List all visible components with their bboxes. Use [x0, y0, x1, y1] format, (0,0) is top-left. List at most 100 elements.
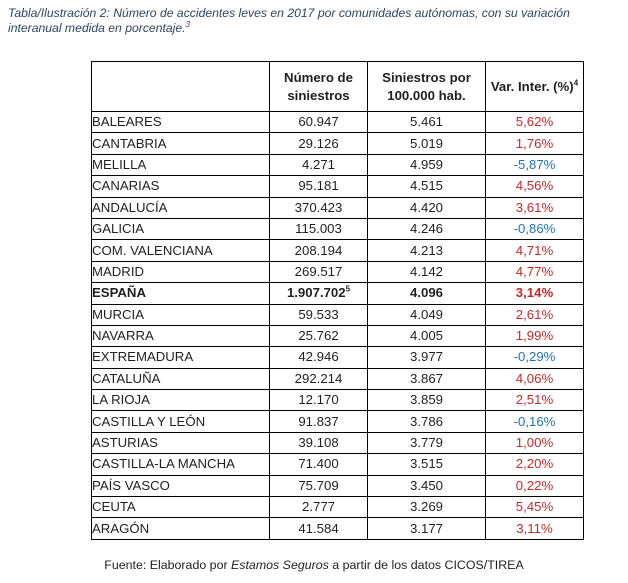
cell-var-text: -0,16%: [513, 413, 556, 429]
cell-region-text: NAVARRA: [92, 328, 154, 344]
cell-count-text: 1.907.702: [286, 285, 346, 301]
cell-rate-text: 5.019: [409, 135, 443, 151]
cell-var-text: 1,00%: [515, 435, 554, 451]
accidents-table: Número de siniestros Siniestros por 100.…: [91, 61, 584, 540]
cell-var: 1,00%: [485, 431, 584, 455]
table-row: CASTILLA Y LEÓN 91.837 3.786 -0,16%: [91, 410, 584, 433]
cell-rate: 4.420: [367, 196, 486, 219]
table-row: CEUTA 2.777 3.269 5,45%: [91, 496, 584, 519]
cell-region: CANTABRIA: [91, 132, 270, 155]
cell-rate: 4.213: [367, 239, 486, 262]
cell-region: CANARIAS: [91, 175, 270, 198]
cell-var-text: 3,14%: [515, 285, 554, 301]
cell-region-text: LA RIOJA: [92, 392, 150, 408]
cell-rate-text: 5.461: [409, 114, 443, 130]
cell-region: GALICIA: [91, 217, 270, 241]
cell-count: 75.709: [269, 474, 368, 498]
cell-region: ESPAÑA: [91, 282, 270, 305]
table-row: ESPAÑA 1.907.7025 4.096 3,14%: [91, 282, 584, 305]
table-row: MADRID 269.517 4.142 4,77%: [91, 260, 584, 284]
cell-count: 25.762: [269, 324, 368, 348]
cell-region-text: ESPAÑA: [92, 285, 146, 301]
table-row: CANTABRIA 29.126 5.019 1,76%: [91, 132, 584, 155]
cell-count: 71.400: [269, 453, 368, 476]
cell-count-text: 4.271: [301, 156, 335, 172]
cell-var-text: 3,61%: [515, 199, 554, 215]
cell-region-text: CASTILLA-LA MANCHA: [92, 456, 235, 472]
cell-region-text: COM. VALENCIANA: [92, 242, 213, 258]
cell-count-text: 71.400: [298, 456, 339, 472]
cell-region-text: BALEARES: [92, 114, 162, 130]
table-body: BALEARES 60.947 5.461 5,62% CANTABRIA 29.126 5…: [91, 110, 584, 540]
cell-rate: 3.786: [367, 410, 486, 433]
cell-var: -0,16%: [485, 410, 584, 433]
cell-count-text: 59.533: [298, 306, 339, 322]
cell-count: 95.181: [269, 175, 368, 198]
cell-count: 41.584: [269, 517, 368, 540]
header-var-footnote-ref: 4: [573, 78, 579, 88]
cell-rate-text: 4.096: [409, 285, 443, 301]
cell-rate-text: 3.867: [409, 370, 443, 386]
count-footnote-ref: 5: [345, 284, 351, 294]
cell-count-text: 25.762: [298, 328, 339, 344]
cell-count: 91.837: [269, 410, 368, 433]
cell-count: 208.194: [269, 239, 368, 262]
cell-var-text: 5,45%: [515, 499, 554, 515]
cell-region-text: EXTREMADURA: [92, 349, 194, 365]
table-row: MELILLA 4.271 4.959 -5,87%: [91, 153, 584, 177]
cell-var: 0,22%: [485, 474, 584, 498]
cell-rate: 3.515: [367, 453, 486, 476]
cell-region: COM. VALENCIANA: [91, 239, 270, 262]
cell-var: -0,86%: [485, 217, 584, 241]
cell-var-text: 2,51%: [515, 392, 554, 408]
cell-var: 3,61%: [485, 196, 584, 219]
cell-rate-text: 3.177: [409, 520, 443, 536]
cell-rate-text: 4.246: [409, 221, 443, 237]
cell-region-text: MURCIA: [92, 306, 145, 322]
cell-rate: 4.959: [367, 153, 486, 177]
cell-count: 12.170: [269, 389, 368, 412]
cell-region: EXTREMADURA: [91, 346, 270, 369]
cell-count: 4.271: [269, 153, 368, 177]
cell-rate-text: 4.959: [409, 156, 443, 172]
table-row: CATALUÑA 292.214 3.867 4,06%: [91, 367, 584, 391]
header-rate: Siniestros por 100.000 hab.: [367, 61, 486, 112]
cell-rate-text: 3.269: [409, 499, 443, 515]
cell-region: NAVARRA: [91, 324, 270, 348]
cell-var: 3,11%: [485, 517, 584, 540]
cell-rate-text: 4.515: [409, 178, 443, 194]
cell-rate: 4.142: [367, 260, 486, 284]
cell-var-text: 3,11%: [516, 520, 553, 536]
cell-rate: 5.019: [367, 132, 486, 155]
cell-rate-text: 3.786: [409, 413, 443, 429]
cell-region-text: ANDALUCÍA: [92, 199, 168, 215]
table-row: GALICIA 115.003 4.246 -0,86%: [91, 217, 584, 241]
cell-count: 1.907.7025: [269, 282, 368, 305]
cell-var-text: 0,22%: [515, 477, 554, 493]
cell-rate-text: 4.049: [409, 306, 443, 322]
cell-rate: 3.977: [367, 346, 486, 369]
cell-count: 292.214: [269, 367, 368, 391]
cell-rate-text: 4.420: [409, 199, 443, 215]
caption-text: Tabla/Ilustración 2: Número de accidente…: [8, 6, 570, 35]
cell-var-text: 1,99%: [515, 328, 554, 344]
cell-region-text: CANARIAS: [92, 178, 160, 194]
cell-var: -5,87%: [485, 153, 584, 177]
source-brand: Estamos Seguros: [231, 558, 329, 572]
source-suffix: a partir de los datos CICOS/TIREA: [328, 558, 524, 572]
cell-rate-text: 3.515: [409, 456, 443, 472]
table-row: LA RIOJA 12.170 3.859 2,51%: [91, 389, 584, 412]
source-prefix: Fuente: Elaborado por: [104, 558, 232, 572]
cell-var-text: 2,61%: [515, 306, 554, 322]
cell-var: 4,56%: [485, 175, 584, 198]
cell-count: 39.108: [269, 431, 368, 455]
cell-region-text: MADRID: [92, 263, 145, 279]
cell-rate: 3.779: [367, 431, 486, 455]
cell-region-text: ARAGÓN: [92, 520, 150, 536]
cell-rate: 4.049: [367, 303, 486, 326]
cell-rate: 3.269: [367, 496, 486, 519]
table-row: EXTREMADURA 42.946 3.977 -0,29%: [91, 346, 584, 369]
table-row: PAÍS VASCO 75.709 3.450 0,22%: [91, 474, 584, 498]
cell-region: ARAGÓN: [91, 517, 270, 540]
header-var-label: Var. Inter. (%): [490, 78, 574, 94]
